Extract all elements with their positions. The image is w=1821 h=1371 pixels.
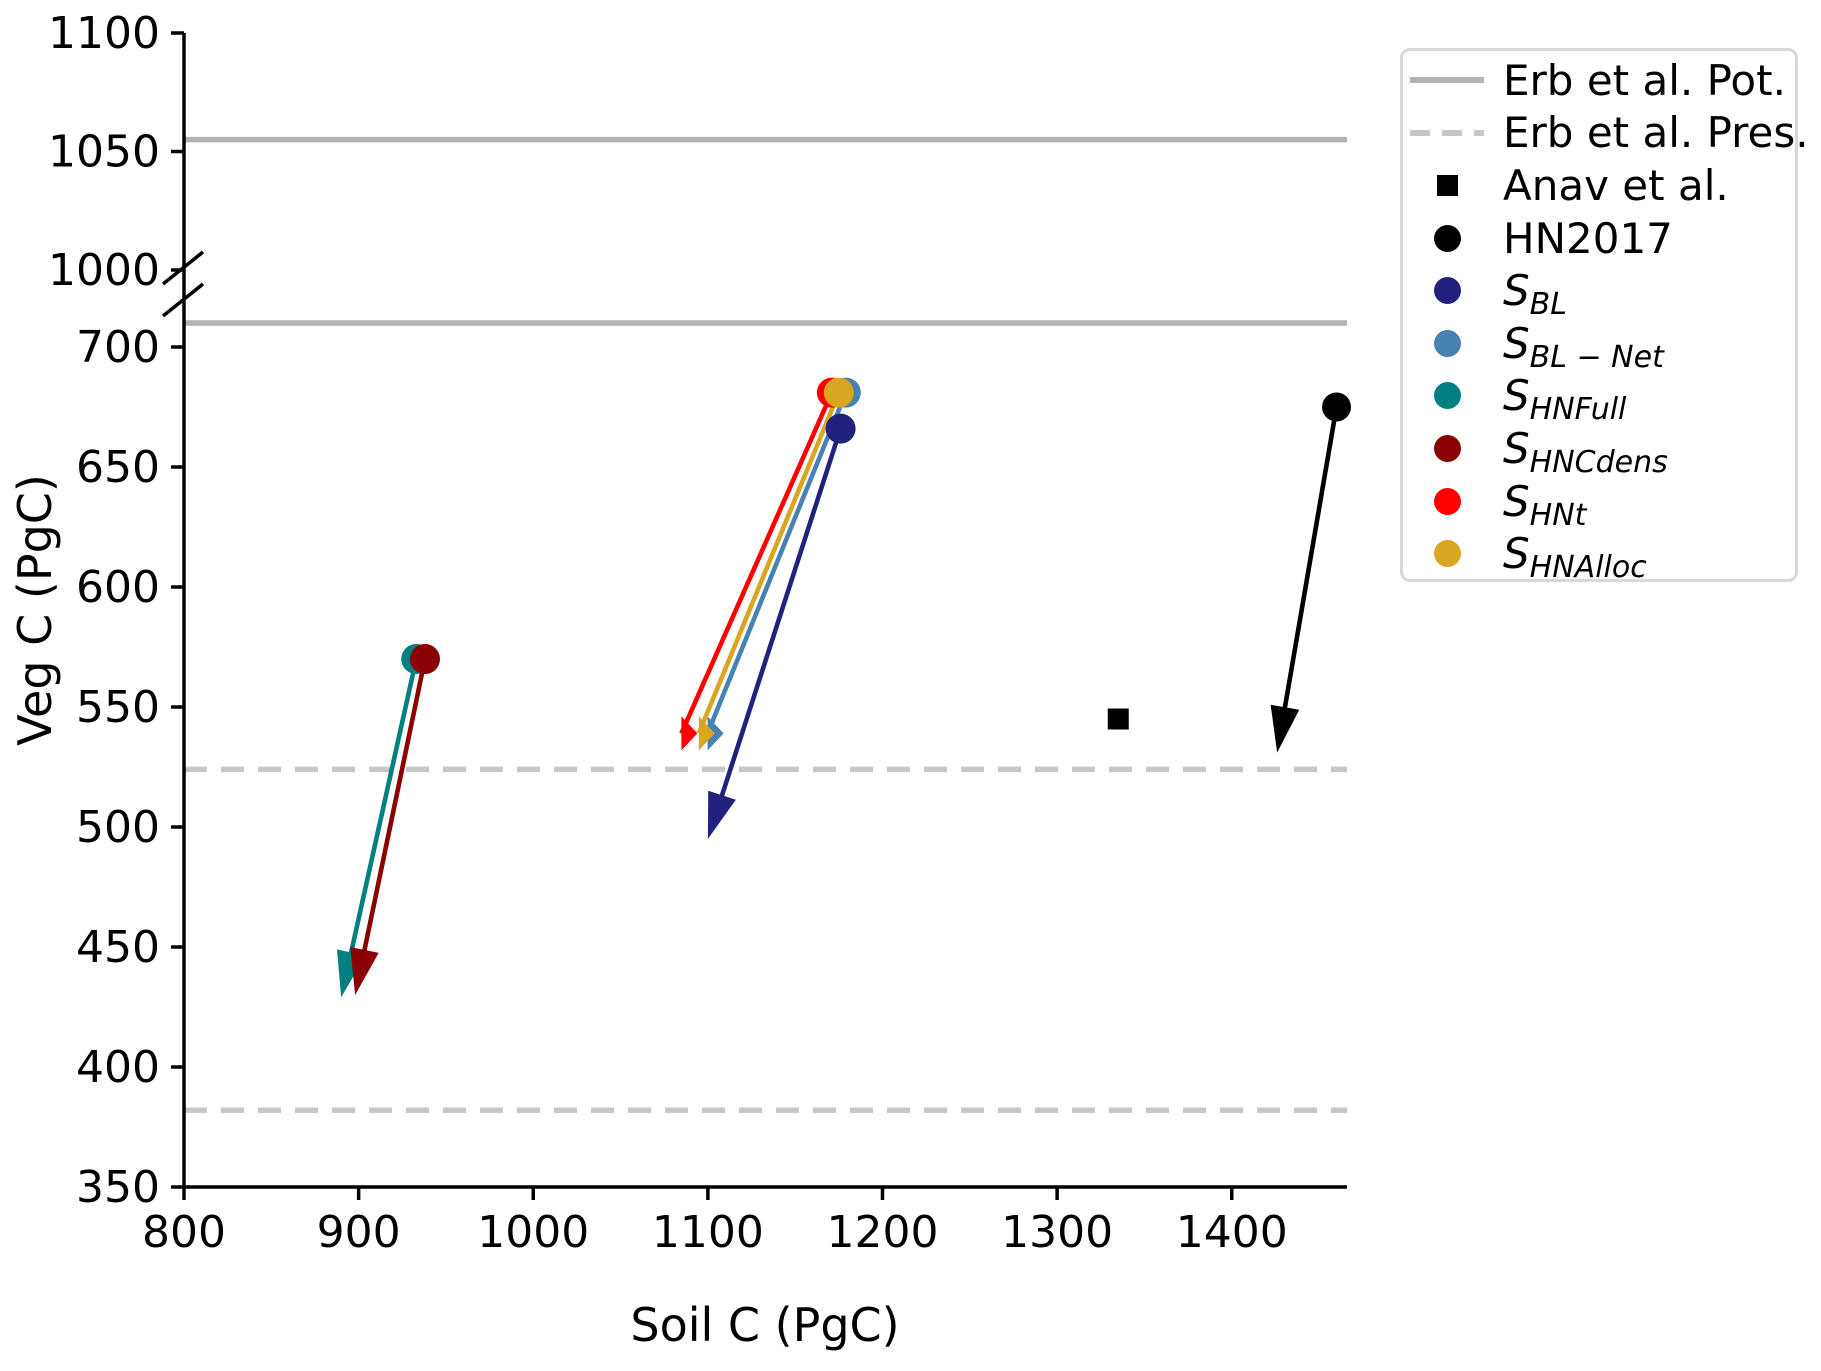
legend-label-main: S xyxy=(1503,529,1530,579)
legend-sample-cell xyxy=(1403,329,1491,357)
legend-circle-marker xyxy=(1433,329,1461,357)
x-tick-label-1300: 1300 xyxy=(1001,1207,1113,1258)
marker-anav-et-al xyxy=(1107,708,1129,730)
legend-item-hn2017: HN2017 xyxy=(1403,212,1795,265)
legend-sample-cell xyxy=(1403,174,1491,196)
y-tick-label-550: 550 xyxy=(76,682,160,733)
legend-circle-marker xyxy=(1433,382,1461,410)
legend-item-anav-et-al: Anav et al. xyxy=(1403,159,1795,212)
legend-item-s-bl: SBL xyxy=(1403,264,1795,320)
legend-label-sub: HNFull xyxy=(1529,392,1627,428)
legend-sample-cell xyxy=(1403,224,1491,252)
arrow-head-s-hnt xyxy=(681,716,698,751)
legend-item-s-hnt: SHNt xyxy=(1403,475,1795,531)
legend-sample-cell xyxy=(1403,540,1491,568)
legend-label: Erb et al. Pot. xyxy=(1503,55,1786,105)
legend-item-s-bl-net: SBL − Net xyxy=(1403,317,1795,373)
legend-label-main: S xyxy=(1503,318,1530,368)
legend-label: SHNCdens xyxy=(1503,423,1668,478)
legend-item-erb-et-al-pres: Erb et al. Pres. xyxy=(1403,107,1809,160)
legend-item-s-hnalloc: SHNAlloc xyxy=(1403,527,1795,583)
legend-item-erb-et-al-pot: Erb et al. Pot. xyxy=(1403,54,1795,107)
y-tick-label-1000: 1000 xyxy=(48,245,160,296)
marker-start-s-hnalloc xyxy=(823,377,854,408)
arrow-line-hn2017 xyxy=(1279,406,1339,726)
legend: Erb et al. Pot. Erb et al. Pres. Anav et a… xyxy=(1400,48,1809,583)
y-tick-label-450: 450 xyxy=(76,922,160,973)
legend-label: HN2017 xyxy=(1503,213,1673,263)
y-tick-label-500: 500 xyxy=(76,802,160,853)
legend-circle-marker xyxy=(1433,224,1461,252)
legend-dashed-line-sample xyxy=(1410,129,1484,136)
x-tick-label-1100: 1100 xyxy=(652,1207,764,1258)
legend-sample-cell xyxy=(1403,277,1491,305)
marker-start-s-bl xyxy=(825,413,856,444)
y-tick-label-600: 600 xyxy=(76,562,160,613)
legend-label-sub: HNt xyxy=(1529,497,1587,533)
legend-label: SBL xyxy=(1503,266,1567,320)
x-tick-label-1000: 1000 xyxy=(477,1207,589,1258)
arrow-head-s-bl-net xyxy=(707,716,724,751)
legend-label-main: S xyxy=(1503,476,1530,526)
arrow-head-s-hncdens xyxy=(350,947,379,995)
axis-break-slash-2 xyxy=(161,282,205,318)
legend-sample-cell xyxy=(1403,129,1491,136)
y-tick-label-350: 350 xyxy=(76,1162,160,1213)
y-tick-label-700: 700 xyxy=(76,322,160,373)
legend-label-sub: HNCdens xyxy=(1529,444,1668,480)
legend-label: Erb et al. Pres. xyxy=(1503,108,1809,158)
arrow-line-s-hnalloc xyxy=(696,391,841,735)
legend-sample-cell xyxy=(1403,382,1491,410)
y-axis-label: Veg C (PgC) xyxy=(8,474,62,746)
legend-item-s-hncdens: SHNCdens xyxy=(1403,422,1795,478)
axis-break-slash-1 xyxy=(161,250,205,286)
legend-circle-marker xyxy=(1433,487,1461,515)
arrow-head-s-hnalloc xyxy=(698,716,715,751)
arrow-line-s-bl-net xyxy=(705,391,848,735)
legend-label: SBL − Net xyxy=(1503,318,1664,373)
y-tick-label-1100: 1100 xyxy=(48,8,160,59)
x-axis-label: Soil C (PgC) xyxy=(630,1298,900,1352)
marker-start-s-hncdens xyxy=(409,644,440,674)
legend-circle-marker xyxy=(1433,434,1461,462)
legend-label-main: S xyxy=(1503,371,1530,421)
arrow-line-s-hncdens xyxy=(358,658,428,969)
legend-label-sub: BL − Net xyxy=(1529,339,1664,375)
x-tick-label-1400: 1400 xyxy=(1176,1207,1288,1258)
arrow-line-s-bl xyxy=(714,427,843,814)
legend-label: SHNFull xyxy=(1503,371,1626,425)
x-tick-label-1200: 1200 xyxy=(827,1207,939,1258)
legend-label: SHNt xyxy=(1503,476,1586,531)
y-tick-label-650: 650 xyxy=(76,442,160,493)
arrow-line-s-hnfull xyxy=(344,658,419,971)
legend-sample-cell xyxy=(1403,77,1491,84)
legend-item-s-hnfull: SHNFull xyxy=(1403,370,1795,425)
arrow-head-s-bl xyxy=(707,790,736,839)
arrow-line-s-hnt xyxy=(679,391,834,735)
x-tick-label-800: 800 xyxy=(142,1207,226,1258)
x-tick-label-900: 900 xyxy=(317,1207,401,1258)
legend-label: Anav et al. xyxy=(1503,160,1729,210)
legend-circle-marker xyxy=(1433,277,1461,305)
y-tick-label-400: 400 xyxy=(76,1042,160,1093)
legend-circle-marker xyxy=(1433,540,1461,568)
legend-square-marker xyxy=(1436,174,1458,196)
legend-label-main: S xyxy=(1503,266,1530,316)
legend-label-sub: HNAlloc xyxy=(1529,550,1647,586)
legend-sample-cell xyxy=(1403,487,1491,515)
legend-label-sub: BL xyxy=(1529,287,1567,323)
legend-solid-line-sample xyxy=(1410,77,1484,84)
arrow-head-hn2017 xyxy=(1270,704,1300,753)
legend-label-main: S xyxy=(1503,423,1530,473)
legend-label: SHNAlloc xyxy=(1503,529,1647,583)
y-tick-label-1050: 1050 xyxy=(48,127,160,178)
legend-sample-cell xyxy=(1403,434,1491,462)
marker-start-hn2017 xyxy=(1322,392,1352,422)
